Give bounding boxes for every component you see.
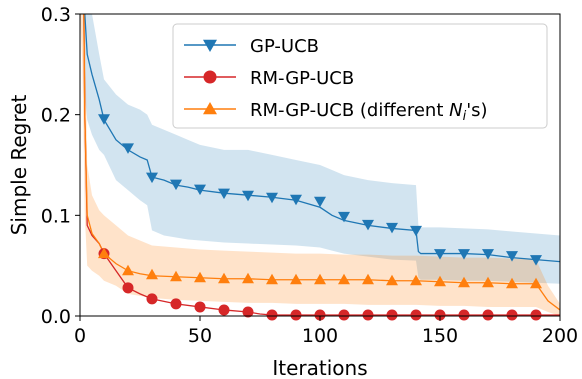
rm-gp-ucb-different-marker — [170, 270, 182, 282]
gp-ucb-marker — [218, 188, 230, 200]
gp-ucb-marker — [434, 249, 446, 260]
legend-rm-gp-ucb-different-marker — [203, 102, 217, 115]
x-axis-ticks: 0 50 100 150 200 — [74, 316, 578, 347]
rm-gp-ucb-different-marker — [194, 271, 206, 283]
legend-box — [172, 23, 548, 129]
gp-ucb-marker — [314, 196, 326, 208]
series-markers — [98, 114, 542, 321]
legend: GP-UCB RM-GP-UCB RM-GP-UCB (different Ni's… — [172, 23, 548, 129]
rm-gp-ucb-marker — [530, 309, 542, 321]
rm-gp-ucb-different-marker — [410, 274, 422, 286]
gp-ucb-marker — [146, 172, 158, 184]
rm-gp-ucb-marker — [338, 309, 350, 321]
gp-ucb-marker — [458, 249, 470, 260]
gp-ucb-marker — [482, 249, 494, 260]
rm-gp-ucb-different-marker — [458, 276, 470, 288]
x-axis-label: Iterations — [272, 356, 367, 379]
x-tick-label: 50 — [188, 325, 212, 347]
gp-ucb-marker — [194, 184, 206, 196]
gp-ucb-marker — [386, 222, 398, 234]
y-tick-label: 0.3 — [41, 4, 71, 26]
rm-gp-ucb-marker — [458, 309, 470, 321]
rm-gp-ucb-marker — [362, 309, 374, 321]
rm-gp-ucb-different-marker — [218, 272, 230, 284]
gp-ucb-marker — [506, 251, 518, 262]
y-tick-label: 0.1 — [41, 205, 71, 227]
rm-gp-ucb-marker — [290, 309, 302, 321]
rm-gp-ucb-different-marker — [530, 277, 542, 289]
gp-ucb-marker — [98, 114, 110, 125]
legend-rm-gp-ucb-label: RM-GP-UCB — [250, 68, 354, 89]
x-tick-label: 0 — [74, 325, 86, 347]
gp-ucb-marker — [242, 190, 254, 202]
rm-gp-ucb-different-marker — [98, 247, 110, 259]
rm-gp-ucb-different-marker — [506, 277, 518, 289]
y-axis-label: Simple Regret — [7, 95, 31, 236]
legend-rm-gp-ucb-marker — [203, 70, 217, 84]
rm-gp-ucb-marker — [506, 309, 518, 321]
rm-gp-ucb-different-marker — [314, 273, 326, 285]
gp-ucb-line — [84, 14, 560, 263]
rm-gp-ucb-different-marker — [386, 274, 398, 286]
rm-gp-ucb-marker — [122, 282, 134, 294]
rm-gp-ucb-different-marker — [146, 268, 158, 280]
gp-ucb-marker — [122, 143, 134, 154]
gp-ucb-marker — [530, 255, 542, 266]
legend-gp-ucb-label: GP-UCB — [250, 36, 319, 57]
rm-gp-ucb-marker — [434, 309, 446, 321]
rm-gp-ucb-different-marker — [266, 273, 278, 285]
legend-rm-gp-ucb-different-label: RM-GP-UCB (different Ni's) — [250, 100, 488, 124]
y-tick-label: 0.0 — [41, 306, 71, 328]
rm-gp-ucb-marker — [218, 304, 230, 316]
rm-gp-ucb-marker — [170, 298, 182, 310]
x-tick-label: 150 — [422, 325, 458, 347]
y-axis-ticks: 0.0 0.1 0.2 0.3 — [41, 4, 80, 328]
rm-gp-ucb-marker — [266, 309, 278, 321]
rm-gp-ucb-different-marker — [434, 275, 446, 287]
rm-gp-ucb-marker — [314, 309, 326, 321]
rm-gp-ucb-different-marker — [242, 272, 254, 284]
rm-gp-ucb-different-marker — [482, 276, 494, 288]
rm-gp-ucb-marker — [242, 306, 254, 318]
x-tick-label: 100 — [302, 325, 338, 347]
x-tick-label: 200 — [542, 325, 578, 347]
legend-gp-ucb-marker — [203, 39, 217, 52]
rm-gp-ucb-marker — [482, 309, 494, 321]
rm-gp-ucb-marker — [146, 293, 158, 305]
rm-gp-ucb-different-marker — [290, 273, 302, 285]
gp-ucb-band — [83, 14, 560, 284]
gp-ucb-marker — [338, 211, 350, 223]
rm-gp-ucb-different-marker — [122, 264, 134, 276]
gp-ucb-marker — [266, 192, 278, 204]
rm-gp-ucb-different-marker — [362, 273, 374, 285]
rm-gp-ucb-marker — [410, 309, 422, 321]
gp-ucb-marker — [290, 194, 302, 206]
rm-gp-ucb-different-marker — [338, 273, 350, 285]
y-tick-label: 0.2 — [41, 105, 71, 127]
gp-ucb-marker — [170, 179, 182, 191]
rm-gp-ucb-marker — [386, 309, 398, 321]
rm-gp-ucb-marker — [194, 301, 206, 313]
gp-ucb-marker — [410, 225, 422, 237]
gp-ucb-marker — [362, 219, 374, 231]
